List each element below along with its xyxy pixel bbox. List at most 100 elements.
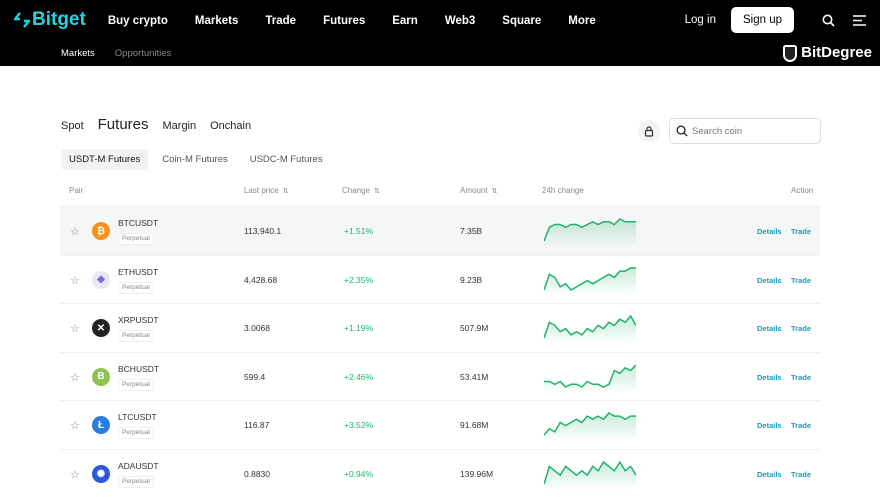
- pair-symbol[interactable]: BTCUSDT: [118, 218, 159, 228]
- col-change[interactable]: Change: [342, 186, 371, 195]
- sparkline-chart: [544, 364, 636, 393]
- details-link[interactable]: Details: [757, 421, 782, 431]
- nav-more[interactable]: More: [568, 15, 596, 27]
- pair-symbol[interactable]: ETHUSDT: [118, 266, 159, 277]
- trade-link[interactable]: Trade: [791, 324, 812, 334]
- favorite-star-icon[interactable]: ☆: [70, 371, 80, 384]
- contract-type-badge: Perpetual: [118, 233, 154, 245]
- search-icon[interactable]: [822, 14, 835, 27]
- table-row[interactable]: ☆ B BCHUSDT Perpetual 599.4 +2.46% 53.41…: [60, 351, 820, 401]
- pair-symbol[interactable]: LTCUSDT: [118, 412, 157, 423]
- sparkline-line: [544, 218, 636, 242]
- details-link[interactable]: Details: [757, 372, 782, 382]
- sub-nav: Markets Opportunities: [0, 40, 880, 68]
- sparkline-chart: [544, 218, 636, 247]
- cardano-icon: ✺: [92, 465, 110, 483]
- change-percent: +1.51%: [344, 226, 374, 236]
- details-link[interactable]: Details: [757, 324, 782, 334]
- col-action: Action: [791, 186, 814, 195]
- nav-web3[interactable]: Web3: [444, 15, 476, 27]
- trade-link[interactable]: Trade: [791, 470, 812, 479]
- pair-symbol[interactable]: BCHUSDT: [118, 363, 160, 374]
- table-row[interactable]: ☆ ◆ ETHUSDT Perpetual 4,428.68 +2.35% 9.…: [60, 254, 820, 304]
- subtab-usdt-m[interactable]: USDT-M Futures: [61, 149, 149, 170]
- subnav-opportunities[interactable]: Opportunities: [114, 47, 172, 59]
- details-link[interactable]: Details: [757, 275, 782, 285]
- col-amount[interactable]: Amount: [460, 186, 488, 195]
- favorite-star-icon[interactable]: ☆: [70, 323, 80, 336]
- trade-link[interactable]: Trade: [791, 372, 812, 382]
- nav-buy-crypto[interactable]: Buy crypto: [107, 15, 168, 27]
- col-amount-sort[interactable]: Amount ⇅: [460, 186, 497, 195]
- nav-futures[interactable]: Futures: [323, 15, 366, 27]
- details-link[interactable]: Details: [757, 470, 782, 479]
- favorite-star-icon[interactable]: ☆: [70, 226, 80, 238]
- table-row[interactable]: ☆ ✕ XRPUSDT Perpetual 3.0068 +1.19% 507.…: [60, 303, 820, 352]
- amount: 7.35B: [460, 226, 483, 236]
- favorite-star-icon[interactable]: ☆: [70, 469, 80, 481]
- trade-link[interactable]: Trade: [791, 275, 812, 285]
- search-box[interactable]: [669, 118, 821, 144]
- bitdegree-watermark: BitDegree: [783, 44, 872, 62]
- trade-link[interactable]: Trade: [791, 421, 812, 431]
- bitcoin-cash-icon: B: [92, 367, 110, 386]
- change-percent: +1.19%: [344, 323, 374, 334]
- table-row[interactable]: ☆ ₿ BTCUSDT Perpetual 113,940.1 +1.51% 7…: [60, 206, 820, 255]
- lock-button[interactable]: [638, 120, 660, 142]
- xrp-icon: ✕: [92, 319, 110, 338]
- amount: 139.96M: [460, 469, 494, 479]
- contract-type-badge: Perpetual: [118, 378, 154, 391]
- pair-symbol[interactable]: XRPUSDT: [118, 315, 159, 326]
- sort-icon[interactable]: ⇅: [491, 187, 498, 195]
- favorite-star-icon[interactable]: ☆: [70, 274, 80, 287]
- table-header: Pair Last price ⇅ Change ⇅ Amount ⇅ 24h cha…: [60, 186, 820, 200]
- nav-trade[interactable]: Trade: [265, 15, 297, 27]
- tab-spot[interactable]: Spot: [61, 120, 84, 132]
- tab-onchain[interactable]: Onchain: [210, 120, 252, 132]
- col-price[interactable]: Last price: [244, 186, 279, 195]
- tab-futures[interactable]: Futures: [97, 116, 149, 133]
- sort-icon[interactable]: ⇅: [374, 187, 380, 195]
- favorite-star-icon[interactable]: ☆: [70, 420, 80, 433]
- contract-type-badge: Perpetual: [118, 427, 154, 440]
- subtab-coin-m[interactable]: Coin-M Futures: [162, 154, 228, 165]
- table-row[interactable]: ☆ ✺ ADAUSDT Perpetual 0.8830 +0.94% 139.…: [60, 449, 820, 498]
- contract-type-badge: Perpetual: [118, 330, 154, 343]
- col-change-sort[interactable]: Change ⇅: [342, 186, 380, 195]
- sparkline-chart: [544, 266, 636, 296]
- sparkline-line: [544, 266, 636, 291]
- subnav-markets[interactable]: Markets: [61, 47, 95, 68]
- amount: 9.23B: [460, 274, 483, 285]
- pair-symbol[interactable]: ADAUSDT: [118, 461, 159, 471]
- sparkline-line: [544, 460, 636, 485]
- trade-link[interactable]: Trade: [791, 227, 812, 236]
- subtab-usdc-m[interactable]: USDC-M Futures: [249, 154, 323, 165]
- sparkline-line: [544, 364, 636, 388]
- contract-type-badge: Perpetual: [118, 281, 154, 294]
- nav-markets[interactable]: Markets: [194, 15, 239, 27]
- col-price-sort[interactable]: Last price ⇅: [244, 186, 289, 195]
- nav-earn[interactable]: Earn: [392, 15, 418, 27]
- sparkline-area: [544, 316, 636, 345]
- amount: 53.41M: [460, 371, 489, 382]
- last-price: 4,428.68: [244, 274, 278, 285]
- sparkline-line: [544, 412, 636, 436]
- login-button[interactable]: Log in: [684, 14, 716, 26]
- search-input[interactable]: [692, 125, 812, 137]
- sparkline-area: [544, 462, 636, 490]
- nav-square[interactable]: Square: [502, 15, 542, 27]
- watermark-text: BitDegree: [801, 44, 872, 61]
- bitcoin-icon: ₿: [92, 222, 110, 240]
- tab-margin[interactable]: Margin: [162, 120, 197, 132]
- signup-button[interactable]: Sign up: [730, 7, 794, 33]
- lock-icon: [644, 125, 654, 137]
- menu-icon[interactable]: [853, 14, 866, 26]
- litecoin-icon: Ł: [92, 416, 110, 435]
- details-link[interactable]: Details: [757, 227, 782, 236]
- table-row[interactable]: ☆ Ł LTCUSDT Perpetual 116.87 +3.52% 91.6…: [60, 400, 820, 449]
- change-percent: +2.35%: [344, 274, 374, 285]
- bitget-logo[interactable]: Bitget: [14, 9, 86, 31]
- last-price: 0.8830: [244, 469, 270, 479]
- change-percent: +3.52%: [344, 420, 374, 431]
- sort-icon[interactable]: ⇅: [282, 187, 289, 195]
